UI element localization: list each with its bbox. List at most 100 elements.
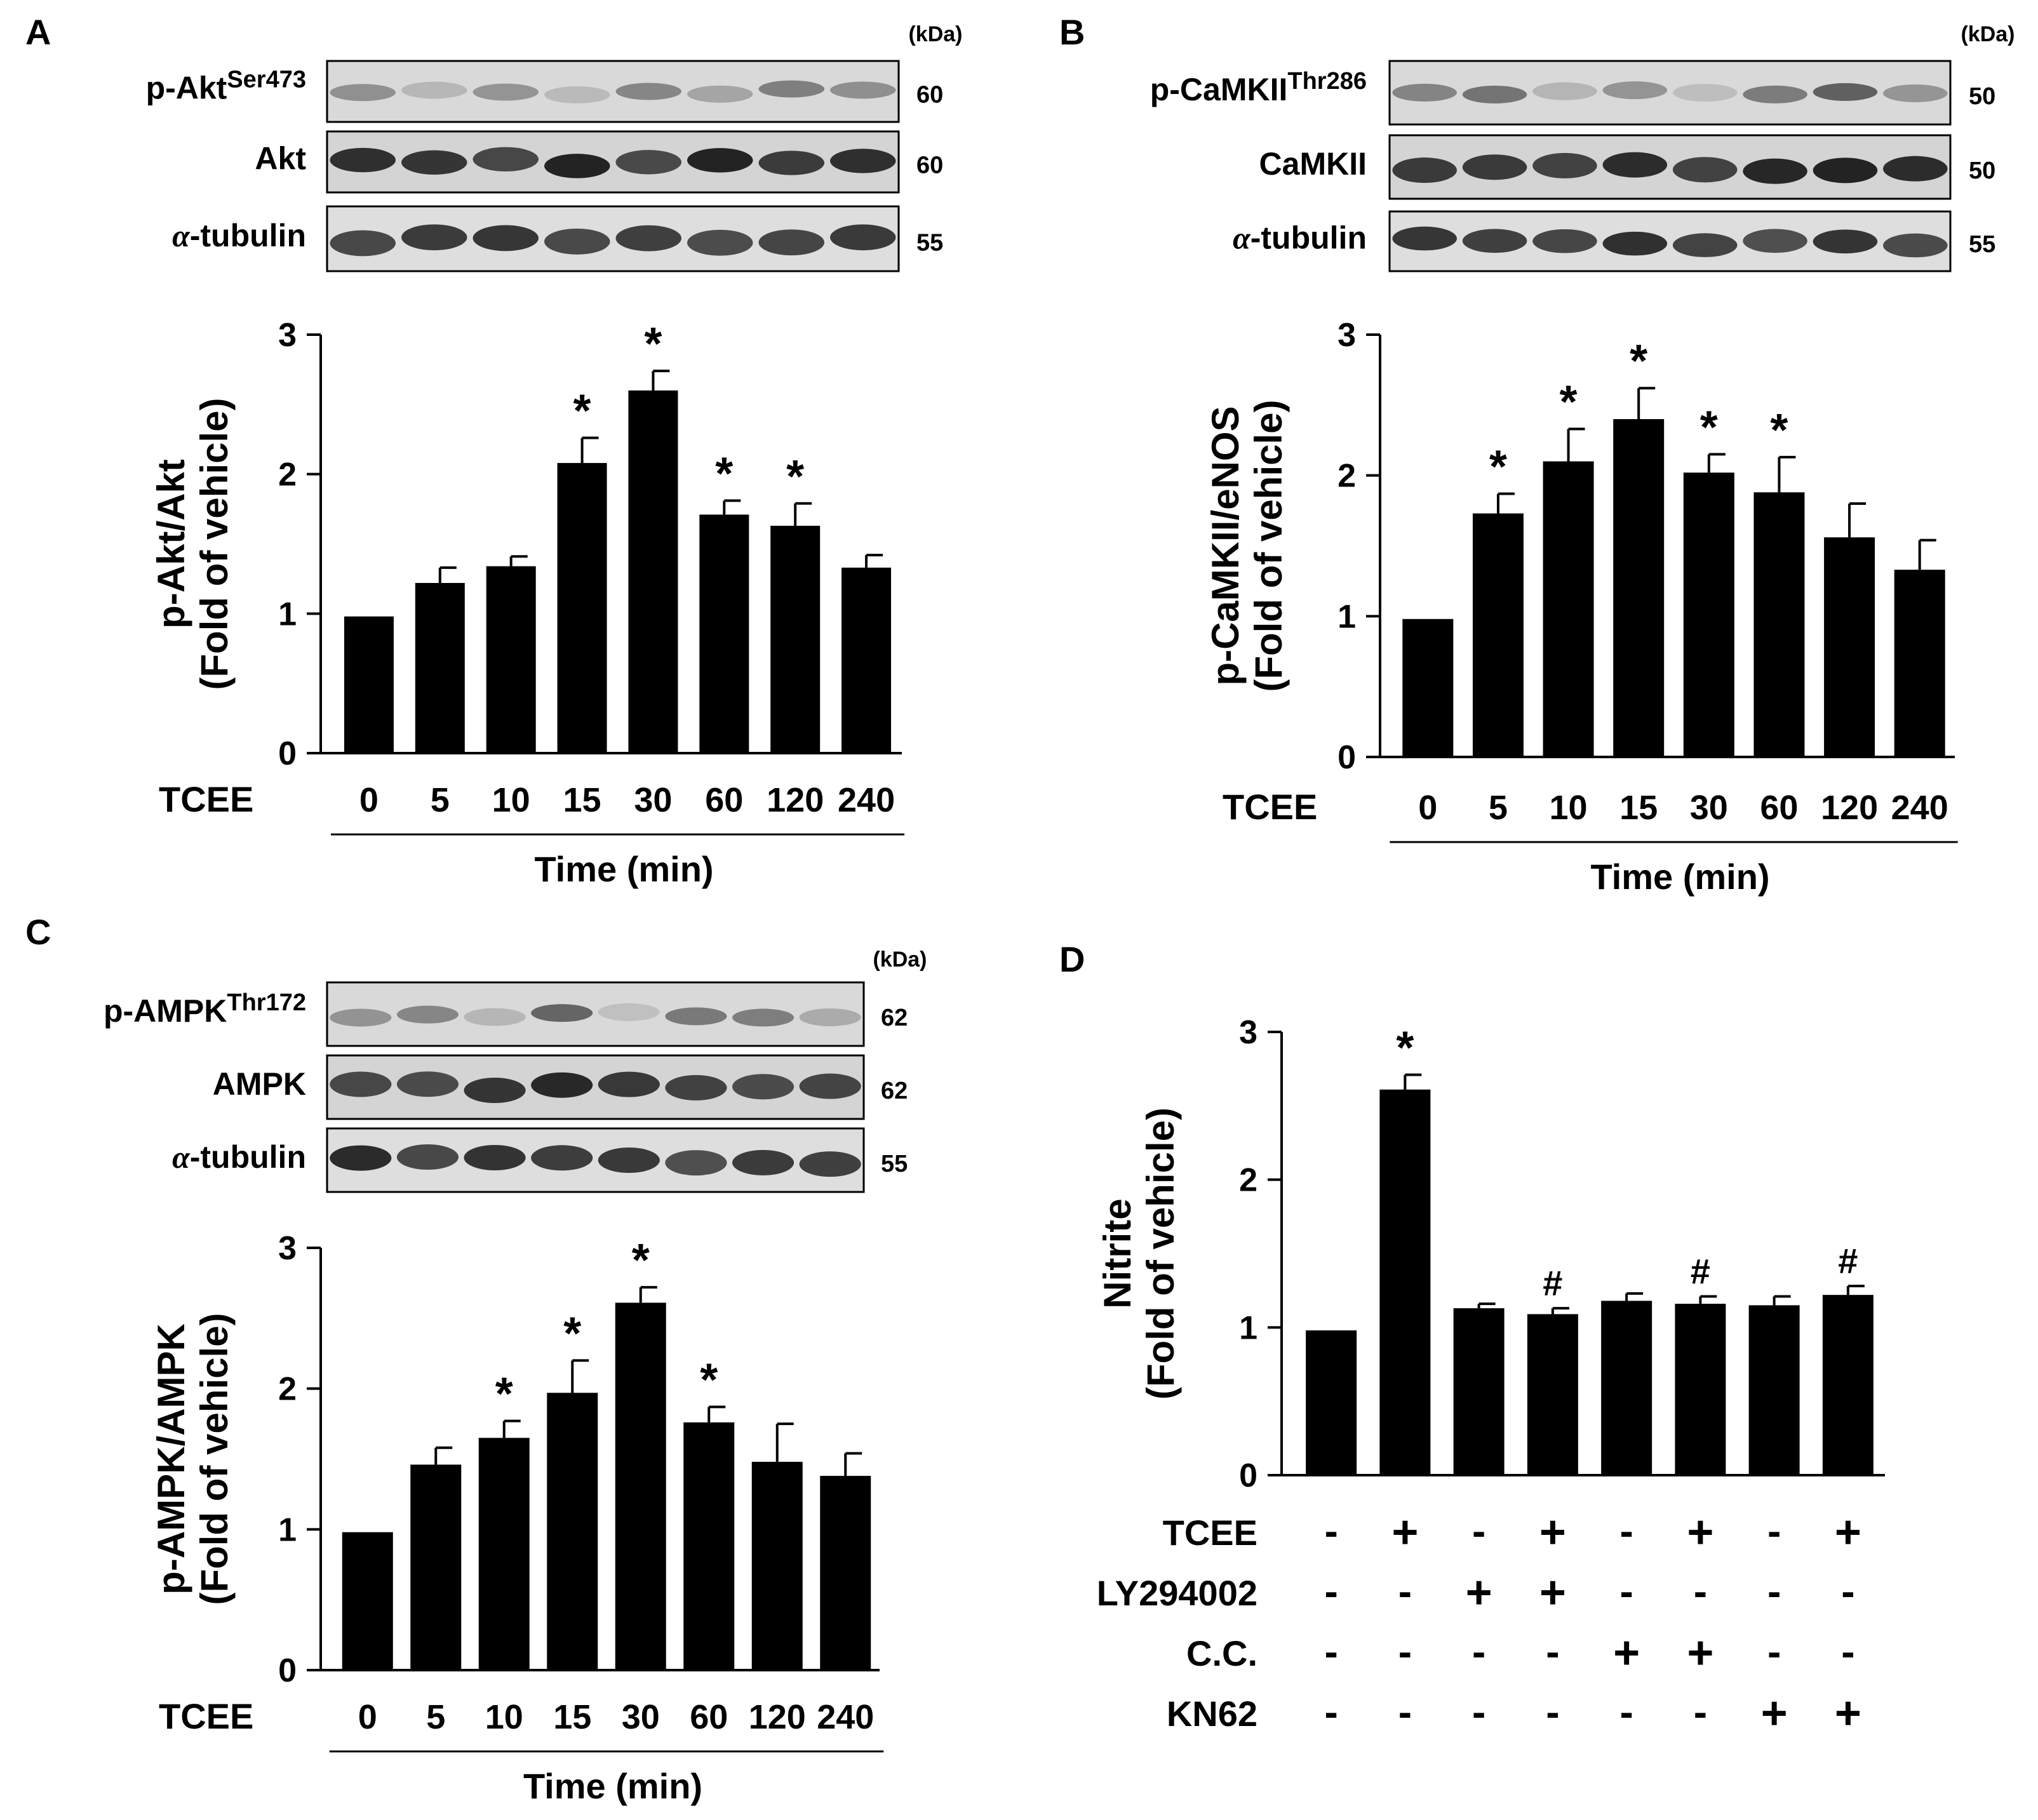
panel-b-bar [1824,537,1875,757]
panel-b-significance-star: * [1489,441,1507,492]
panel-b-blot-band [1602,81,1668,100]
blot-site-superscript: Thr286 [1287,68,1367,95]
panel-a-category-label: 15 [563,781,601,819]
panel-b-blot-band [1462,229,1527,253]
tubulin-text: -tubulin [190,218,306,253]
panel-c-blot-band [799,1008,861,1026]
panel-c-blot-band [665,1150,727,1176]
panel-c-kda-value: 62 [881,1005,908,1031]
panel-a-kda-value: 60 [916,152,943,178]
panel-b-blot-label-text-2: α-tubulin [1233,220,1367,255]
panel-c-category-label: 60 [690,1698,728,1736]
panel-a-x-label: Time (min) [534,849,713,889]
panel-d-minus-sign: - [1619,1689,1633,1735]
panel-a-y-label-line1: p-Akt/Akt [150,459,192,629]
panel-b-blot-band [1532,152,1597,178]
panel-d-minus-sign: - [1767,1629,1781,1675]
panel-a-blot-label-text-2: α-tubulin [172,218,306,253]
panel-c-blot-label-text-1: AMPK [213,1066,306,1102]
panel-b-bar [1543,461,1594,757]
panel-d-minus-sign: - [1546,1689,1559,1735]
panel-d-minus-sign: - [1546,1629,1559,1675]
panel-a-blot-band [758,229,824,256]
panel-b-blot-band [1672,233,1738,257]
panel-b-kda-value: 55 [1969,231,1995,258]
panel-b-category-label: 120 [1821,789,1878,827]
panel-c-category-label: 10 [485,1698,523,1736]
panel-a-bar [486,566,536,753]
panel-letter-c: C [25,912,51,952]
panel-c-significance-star: * [632,1235,650,1286]
panel-a-bar [344,616,394,753]
panel-c-blot-band [396,1071,459,1097]
panel-b-kda-header: (kDa) [1961,22,2015,46]
panel-a-kda-value: 55 [916,229,943,256]
panel-b-y-tick-label: 1 [1337,598,1356,635]
panel-a-category-label: 0 [359,781,379,819]
panel-d-minus-sign: - [1694,1569,1707,1614]
panel-c-blot-band [665,1074,727,1101]
panel-c-kda-value: 55 [881,1151,908,1177]
panel-c-y-tick-label: 0 [278,1652,297,1689]
panel-a-bar [770,525,821,753]
panel-a-blot-band [615,83,681,100]
panel-a-blot-band [544,228,610,255]
panel-d-minus-sign: - [1324,1569,1337,1614]
panel-b-blot-label-1: CaMKII [1259,146,1367,182]
panel-d-minus-sign: - [1767,1508,1781,1554]
panel-d-minus-sign: - [1472,1629,1485,1675]
panel-d-significance-hash: # [1691,1251,1710,1291]
panel-d-bar [1822,1295,1874,1475]
panel-c-category-label: 5 [426,1698,445,1736]
panel-b-significance-star: * [1630,336,1647,387]
panel-c-significance-star: * [700,1355,718,1405]
panel-b-kda-value: 50 [1969,83,1995,110]
panel-c-blot-band [330,1071,392,1097]
panel-a-blot-label-2: α-tubulin [172,218,306,253]
panel-b-blot-band [1743,85,1807,104]
panel-d-minus-sign: - [1472,1689,1485,1735]
panel-b-blot-band [1672,157,1738,183]
panel-c-bar [478,1438,530,1670]
panel-b-y-label-line1: p-CaMKII/eNOS [1204,406,1247,685]
panel-c-row-label: TCEE [159,1696,253,1736]
panel-a-blot-band [687,148,753,173]
panel-b-significance-star: * [1560,377,1578,428]
panel-b-blot-band [1813,157,1878,184]
panel-c-blot-label-text-2: α-tubulin [172,1139,306,1175]
blot-site-superscript: Ser473 [227,67,306,93]
panel-d-y-label-line2: (Fold of vehicle) [1139,1107,1182,1400]
panel-d-plus-sign: + [1613,1628,1640,1678]
panel-d-y-tick-label: 3 [1239,1014,1257,1051]
blot-name: p-AMPK [104,993,227,1029]
panel-c-blot-band [799,1073,861,1099]
panel-d-bar [1527,1314,1578,1475]
panel-c-blot-label-2: α-tubulin [172,1139,306,1175]
panel-c-bar [547,1393,598,1670]
panel-a-blot-band [330,84,396,102]
panel-b-blot-label-text-1: CaMKII [1259,146,1367,182]
panel-c-blot-band [330,1145,392,1171]
panel-a-blot-band [830,149,896,173]
panel-a-category-label: 120 [767,781,824,819]
panel-c-blot-band [598,1003,660,1021]
alpha-glyph: α [172,218,191,253]
panel-b-bar [1402,619,1454,757]
panel-b-blot-band [1743,158,1807,184]
panel-a-bar [415,583,465,753]
panel-c-blot-band [531,1145,593,1171]
panel-c-blot-label-text-0: p-AMPKThr172 [104,989,306,1029]
panel-a-blot-band [401,150,467,175]
panel-a-bar [841,567,892,753]
panel-a-bar [557,463,607,753]
panel-a-bar [628,390,678,753]
panel-c-y-tick-label: 3 [278,1230,297,1267]
panel-b-blot-band [1532,229,1597,253]
panel-d-y-label-line1: Nitrite [1096,1198,1139,1308]
panel-b-blot-band [1883,233,1948,258]
panel-c-bar [683,1422,735,1670]
panel-b-bar [1472,513,1524,757]
blot-name: p-CaMKII [1150,72,1288,107]
panel-d-plus-sign: + [1687,1507,1713,1558]
